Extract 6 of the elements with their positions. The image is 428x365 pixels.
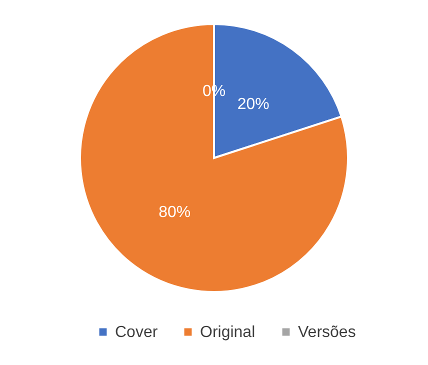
legend-label: Cover (115, 324, 158, 341)
data-label: 20% (237, 96, 270, 113)
data-label: 80% (158, 204, 191, 222)
pie-slice (79, 23, 349, 293)
legend-label: Versões (298, 324, 356, 341)
legend-label: Original (200, 324, 256, 341)
